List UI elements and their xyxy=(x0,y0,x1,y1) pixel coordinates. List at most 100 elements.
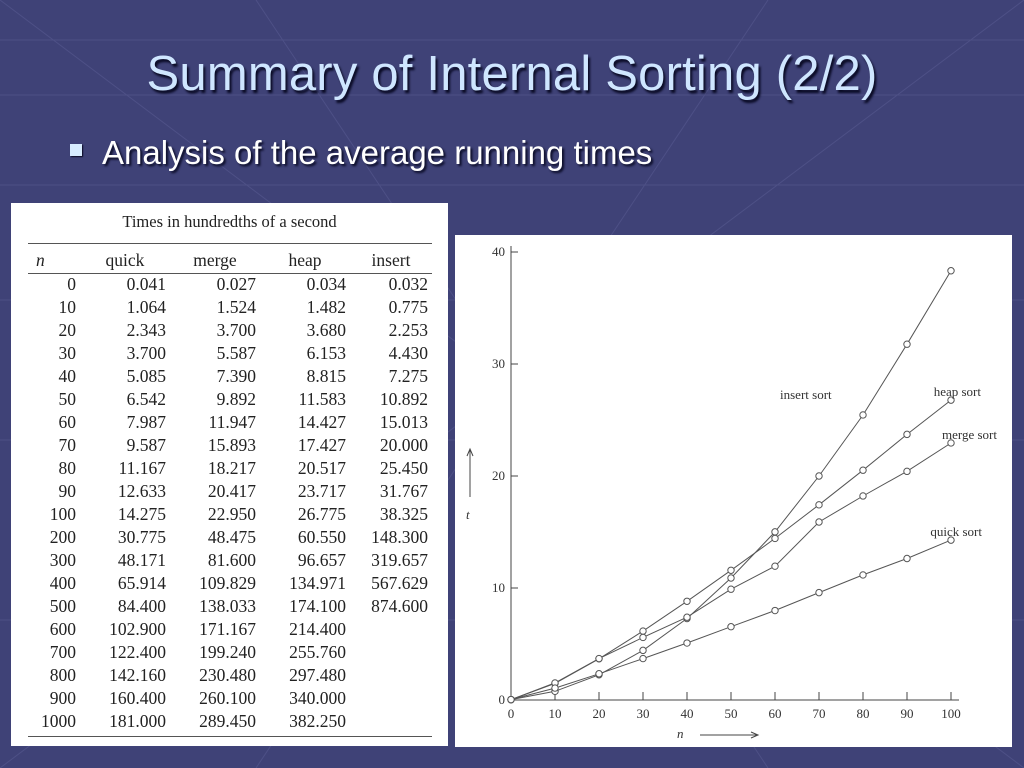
running-times-chart-panel: 0 10 20 30 40 50 60 70 80 90 100 0 10 20 30 40 n t insert … xyxy=(455,235,1012,747)
table-bottom-rule xyxy=(28,736,432,737)
table-cell: 48.171 xyxy=(117,550,166,570)
table-cell: 230.480 xyxy=(199,665,256,685)
y-axis-arrowhead xyxy=(466,447,474,457)
data-point xyxy=(815,472,823,480)
bullet-text: Analysis of the average running times xyxy=(102,134,653,171)
table-cell: 65.914 xyxy=(117,573,166,593)
data-point xyxy=(859,571,867,579)
table-cell: 7.275 xyxy=(388,366,428,386)
table-row: 300 48.171 81.600 96.657 319.657 xyxy=(28,549,432,572)
x-tick-label: 40 xyxy=(681,706,694,721)
table-row: 100 14.275 22.950 26.775 38.325 xyxy=(28,503,432,526)
data-point xyxy=(771,606,779,615)
x-tick-label: 60 xyxy=(769,706,782,721)
table-cell: 14.427 xyxy=(297,412,346,432)
table-cell: 148.300 xyxy=(371,527,428,547)
table-row: 60 7.987 11.947 14.427 15.013 xyxy=(28,411,432,434)
data-point xyxy=(947,396,955,404)
data-point xyxy=(859,466,867,474)
times-table: n quick merge heap insert 0 0.041 0.027 0.034 0.… xyxy=(28,248,432,733)
series-line xyxy=(510,539,952,700)
table-cell: 2.253 xyxy=(388,320,428,340)
x-tick-label: 20 xyxy=(593,706,606,721)
series-line xyxy=(510,399,952,701)
table-cell: 160.400 xyxy=(109,688,166,708)
table-row: 10 1.064 1.524 1.482 0.775 xyxy=(28,296,432,319)
x-tick-label: 0 xyxy=(508,706,515,721)
table-cell: 0.032 xyxy=(388,274,428,294)
table-cell: 874.600 xyxy=(371,596,428,616)
table-row: 600 102.900 171.167 214.400 xyxy=(28,618,432,641)
column-header-merge: merge xyxy=(193,250,237,270)
x-tick-label: 30 xyxy=(637,706,650,721)
table-cell: 11.583 xyxy=(298,389,346,409)
data-point xyxy=(903,554,911,563)
table-cell: 6.153 xyxy=(306,343,346,363)
table-row: 20 2.343 3.700 3.680 2.253 xyxy=(28,319,432,342)
data-point xyxy=(727,623,735,631)
table-row: 80 11.167 18.217 20.517 25.450 xyxy=(28,457,432,480)
table-cell: 15.893 xyxy=(207,435,256,455)
table-cell: 100 xyxy=(49,504,76,524)
data-point xyxy=(771,534,779,543)
table-cell: 3.700 xyxy=(216,320,256,340)
table-cell: 11.167 xyxy=(118,458,166,478)
table-cell: 5.587 xyxy=(216,343,256,363)
table-cell: 10.892 xyxy=(379,389,428,409)
table-cell: 600 xyxy=(49,619,76,639)
column-header-heap: heap xyxy=(288,250,322,270)
table-cell: 200 xyxy=(49,527,76,547)
data-point xyxy=(639,633,647,642)
data-point xyxy=(903,430,911,439)
times-table-panel: Times in hundredths of a second n quick me… xyxy=(11,203,448,746)
data-point xyxy=(815,501,823,509)
table-cell: 300 xyxy=(49,550,76,570)
table-cell: 181.000 xyxy=(109,711,166,731)
table-cell: 3.700 xyxy=(126,343,166,363)
slide-title: Summary of Internal Sorting (2/2) xyxy=(146,47,878,101)
square-bullet-icon xyxy=(70,144,82,156)
series-label: insert sort xyxy=(780,387,832,402)
table-cell: 567.629 xyxy=(371,573,428,593)
table-cell: 26.775 xyxy=(297,504,346,524)
table-cell: 17.427 xyxy=(297,435,346,455)
table-cell: 171.167 xyxy=(199,619,256,639)
data-point xyxy=(683,597,691,605)
x-tick-label: 100 xyxy=(941,706,961,721)
table-cell: 4.430 xyxy=(388,343,428,363)
data-point xyxy=(551,684,559,692)
table-row: 500 84.400 138.033 174.100 874.600 xyxy=(28,595,432,618)
table-row: 30 3.700 5.587 6.153 4.430 xyxy=(28,342,432,365)
table-cell: 20.417 xyxy=(207,481,256,501)
table-cell: 7.390 xyxy=(216,366,256,386)
table-body: 0 0.041 0.027 0.034 0.032 10 1.064 1.524 1.482 0.… xyxy=(28,273,432,733)
table-cell: 10 xyxy=(58,297,77,317)
x-axis-label: n xyxy=(677,726,684,741)
table-cell: 0.775 xyxy=(388,297,428,317)
table-cell xyxy=(350,618,432,641)
table-cell: 25.450 xyxy=(379,458,428,478)
table-cell: 0.041 xyxy=(126,274,166,294)
data-point xyxy=(639,654,647,663)
table-cell: 319.657 xyxy=(371,550,428,570)
table-cell: 18.217 xyxy=(207,458,256,478)
data-point xyxy=(859,411,867,419)
table-row: 1000 181.000 289.450 382.250 xyxy=(28,710,432,733)
table-cell: 900 xyxy=(49,688,76,708)
table-row: 0 0.041 0.027 0.034 0.032 xyxy=(28,273,432,296)
x-tick-label: 10 xyxy=(549,706,562,721)
table-cell xyxy=(350,664,432,687)
table-cell: 500 xyxy=(49,596,76,616)
data-point xyxy=(815,588,823,597)
table-cell: 700 xyxy=(49,642,76,662)
table-cell: 11.947 xyxy=(208,412,256,432)
data-point xyxy=(595,654,603,663)
table-cell: 20 xyxy=(58,320,77,340)
series-label: merge sort xyxy=(942,427,997,442)
data-point xyxy=(947,267,955,275)
data-point xyxy=(683,613,691,621)
table-cell: 30 xyxy=(58,343,77,363)
table-cell: 5.085 xyxy=(126,366,166,386)
table-cell: 400 xyxy=(49,573,76,593)
table-cell: 260.100 xyxy=(199,688,256,708)
